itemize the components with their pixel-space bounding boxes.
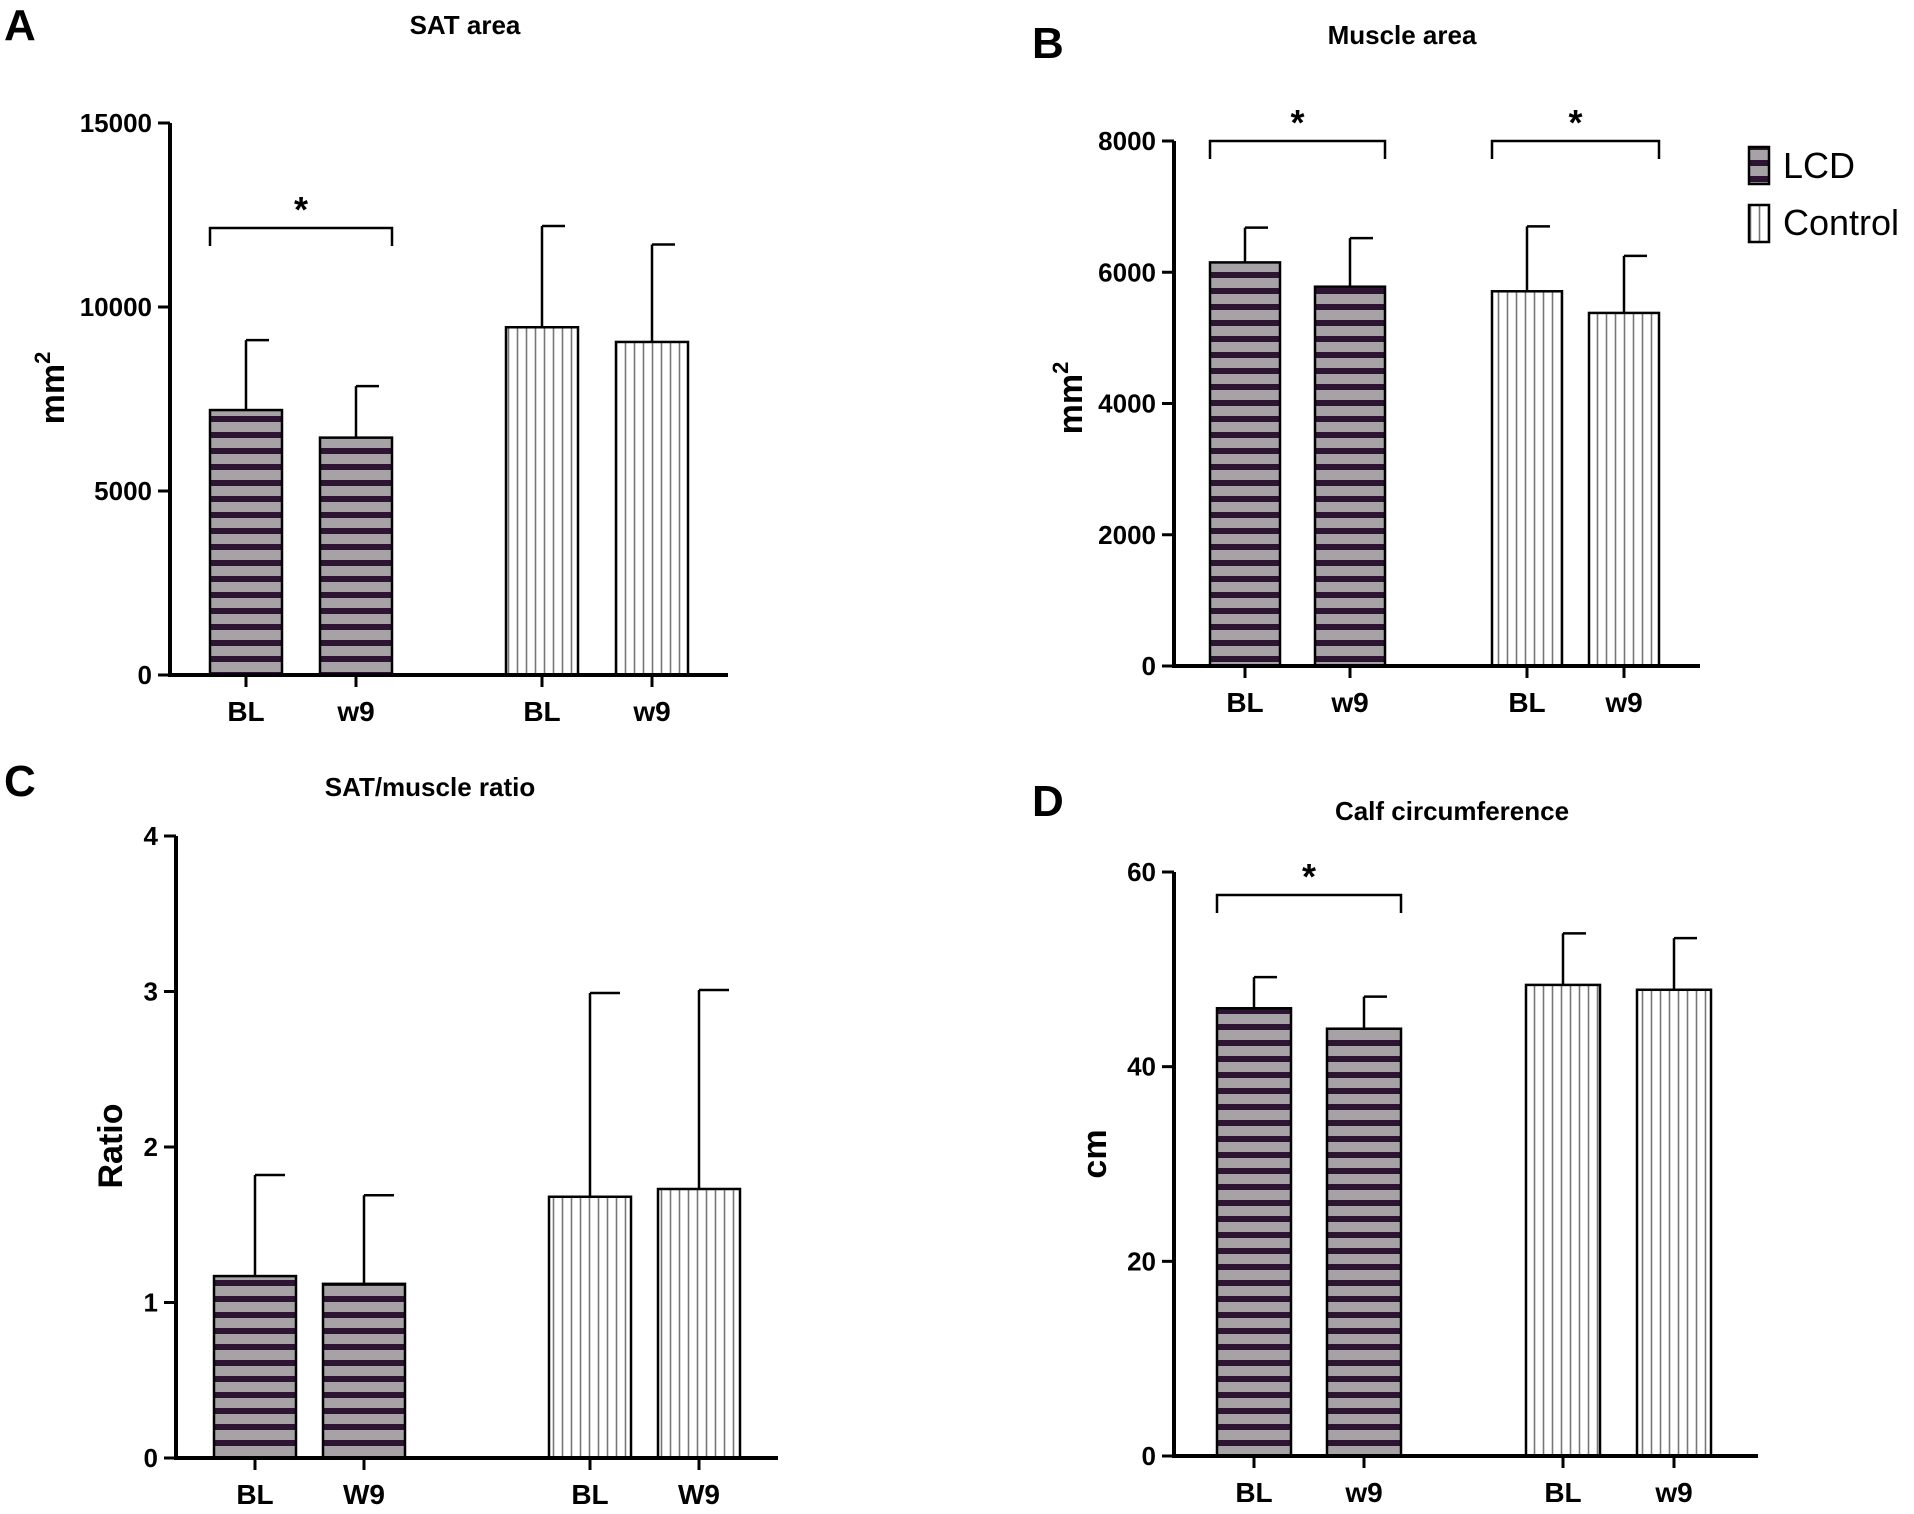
y-tick-label: 2 [144,1132,158,1162]
y-axis-label: mm2 [30,352,72,425]
y-tick-label: 40 [1127,1052,1156,1082]
panel-letter: C [4,757,36,806]
y-tick-label: 15000 [80,108,152,138]
plot-area: BL w9 BL w9 0 20 40 60 * [1127,856,1758,1508]
y-tick-label: 0 [1142,1441,1156,1471]
y-tick-label: 4 [144,821,159,851]
bar [318,436,394,677]
y-tick-label: 60 [1127,857,1156,887]
panel-b: B Muscle area mm2 BL w9 BL w9 0 2000 4000 6000 8… [1032,19,1899,718]
x-tick-label: BL [523,696,560,727]
y-tick-label: 20 [1127,1246,1156,1276]
significance-bracket [1490,139,1661,159]
bar [547,1195,633,1460]
y-tick-label: 5000 [94,476,152,506]
significance-star: * [1568,102,1582,143]
legend-label-lcd: LCD [1783,145,1855,186]
bar [504,325,580,677]
chart-title: Calf circumference [1335,796,1569,826]
legend-item-lcd: LCD [1747,145,1855,186]
y-tick-label: 4000 [1098,389,1156,419]
bar [1587,311,1661,668]
significance-star: * [294,189,308,230]
x-tick-label: BL [1226,687,1263,718]
panel-letter: B [1032,19,1064,68]
chart-title: SAT/muscle ratio [325,772,535,802]
significance-bracket [1208,139,1387,159]
y-tick-label: 10000 [80,292,152,322]
significance-bracket [208,226,394,246]
panel-c: C SAT/muscle ratio Ratio BL W9 BL W9 0 1 2 3 4 [4,757,778,1510]
legend-swatch-control [1747,203,1771,244]
legend: LCD Control [1747,145,1899,244]
bar [1313,285,1387,668]
legend-swatch-lcd [1747,145,1771,186]
x-tick-label: BL [1235,1477,1272,1508]
bar [1635,988,1713,1458]
y-axis-label: mm2 [1048,362,1090,435]
panel-letter: A [4,1,36,50]
y-tick-label: 3 [144,977,158,1007]
bar [1208,261,1282,668]
plot-area: BL w9 BL w9 0 5000 10000 15000 * [80,108,728,727]
y-tick-label: 0 [1142,651,1156,681]
y-tick-label: 8000 [1098,126,1156,156]
y-tick-label: 0 [144,1443,158,1473]
bar [208,408,284,677]
panel-a: A SAT area mm2 BL w9 BL w9 0 5000 10000 15000 * [4,1,728,727]
bar [1325,1027,1403,1458]
bar [1490,290,1564,668]
x-tick-label: BL [1544,1477,1581,1508]
significance-star: * [1302,856,1316,897]
chart-title: Muscle area [1328,20,1477,50]
x-tick-label: w9 [1654,1477,1692,1508]
legend-item-control: Control [1747,202,1899,244]
bar [656,1187,742,1460]
y-tick-label: 6000 [1098,257,1156,287]
x-tick-label: w9 [632,696,670,727]
significance-star: * [1290,102,1304,143]
bar [614,340,690,677]
panel-letter: D [1032,777,1064,826]
y-axis-label: Ratio [92,1104,130,1189]
legend-label-control: Control [1783,202,1899,243]
significance-bracket [1215,893,1403,913]
x-tick-label: BL [571,1479,608,1510]
y-axis-label: cm [1076,1129,1114,1178]
x-tick-label: BL [1508,687,1545,718]
x-tick-label: W9 [343,1479,385,1510]
x-tick-label: w9 [336,696,374,727]
y-tick-label: 1 [144,1288,158,1318]
x-tick-label: w9 [1604,687,1642,718]
x-tick-label: w9 [1330,687,1368,718]
x-tick-label: w9 [1344,1477,1382,1508]
x-tick-label: W9 [678,1479,720,1510]
x-tick-label: BL [236,1479,273,1510]
chart-title: SAT area [410,10,521,40]
bar [321,1282,407,1460]
panel-d: D Calf circumference cm BL w9 BL w9 0 20 40 60 * [1032,777,1758,1508]
x-tick-label: BL [227,696,264,727]
y-tick-label: 2000 [1098,520,1156,550]
plot-area: BL w9 BL w9 0 2000 4000 6000 8000 * * [1098,102,1700,718]
bar [1215,1007,1293,1458]
bar [212,1274,298,1460]
y-tick-label: 0 [138,660,152,690]
bar [1524,983,1602,1458]
plot-area: BL W9 BL W9 0 1 2 3 4 [144,821,778,1510]
